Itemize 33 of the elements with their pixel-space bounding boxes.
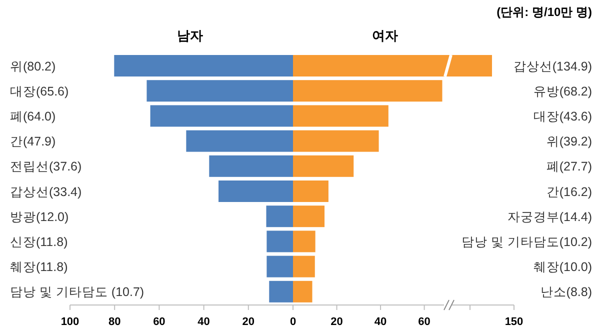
y-tick-label: 방광(12.0) bbox=[10, 210, 69, 224]
x-tick-label: 20 bbox=[242, 316, 255, 328]
y-tick-label: 담낭 및 기타담도 (10.7) bbox=[10, 285, 144, 300]
y-tick-label: 유방(68.2) bbox=[533, 84, 592, 98]
chart-title: 여자 bbox=[372, 28, 398, 43]
y-tick-label: 담낭 및 기타담도(10.2) bbox=[461, 234, 592, 249]
x-tick-label: 80 bbox=[108, 316, 121, 328]
x-tick-label: 60 bbox=[153, 316, 166, 328]
x-tick-label: 60 bbox=[418, 316, 430, 328]
x-tick-label: 20 bbox=[330, 316, 343, 328]
y-tick-label: 갑상선(134.9) bbox=[513, 59, 592, 74]
x-tick-label: 40 bbox=[374, 316, 387, 328]
y-tick-label: 췌장(11.8) bbox=[10, 260, 68, 274]
y-tick-label: 전립선(37.6) bbox=[10, 160, 82, 174]
y-tick-label: 대장(43.6) bbox=[533, 109, 592, 124]
text: (단위: 명/10만 명) bbox=[496, 5, 592, 19]
y-tick-label: 간(47.9) bbox=[10, 134, 56, 149]
y-tick-label: 폐(27.7) bbox=[546, 160, 592, 174]
text: 150 bbox=[504, 316, 524, 328]
x-tick-label: 0 bbox=[290, 316, 296, 328]
y-tick-label: 자궁경부(14.4) bbox=[507, 210, 592, 224]
y-tick-label: 췌장(10.0) bbox=[533, 260, 592, 274]
y-tick-label: 신장(11.8) bbox=[10, 234, 68, 249]
x-tick-label: 100 bbox=[60, 316, 80, 328]
y-tick-label: 간(16.2) bbox=[546, 184, 592, 199]
y-tick-label: 위(80.2) bbox=[10, 59, 56, 74]
y-tick-label: 폐(64.0) bbox=[10, 109, 56, 124]
x-tick-label: 40 bbox=[198, 316, 210, 328]
chart-title: 남자 bbox=[177, 28, 203, 43]
y-tick-label: 갑상선(33.4) bbox=[10, 184, 82, 199]
y-tick-label: 위(39.2) bbox=[546, 134, 592, 149]
y-tick-label: 난소(8.8) bbox=[540, 285, 592, 300]
y-tick-label: 대장(65.6) bbox=[10, 84, 69, 98]
